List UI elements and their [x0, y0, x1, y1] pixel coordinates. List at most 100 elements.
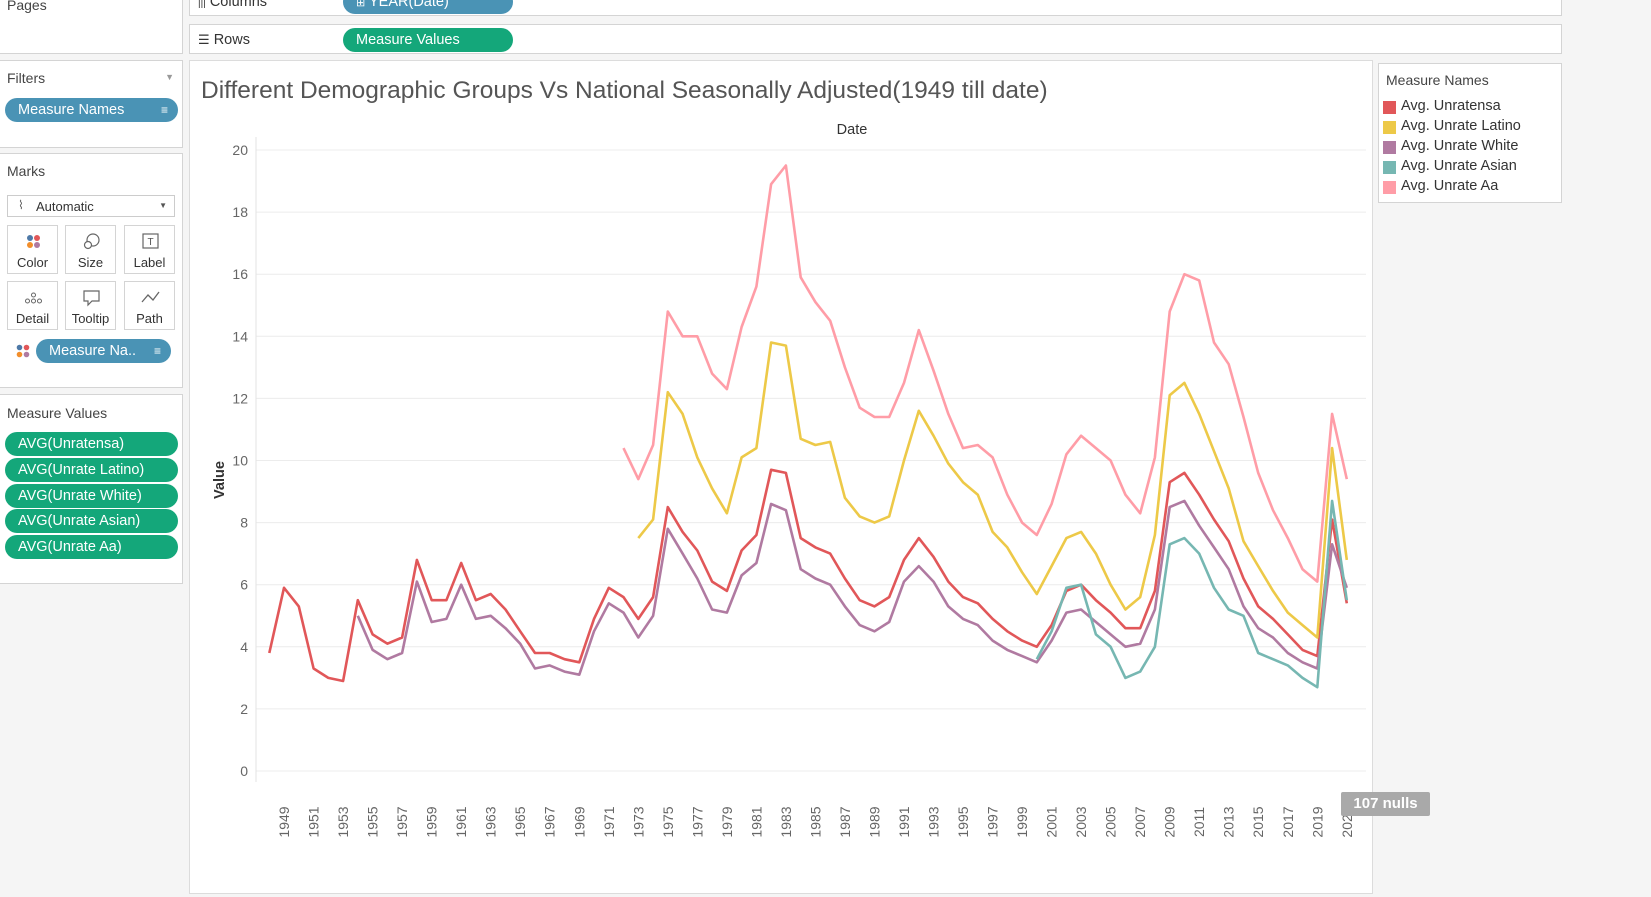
y-tick-label: 12: [232, 390, 248, 406]
legend-swatch: [1383, 181, 1396, 194]
x-tick-label: 2003: [1073, 806, 1089, 837]
measure-value-pill[interactable]: AVG(Unrate Aa): [5, 535, 178, 559]
x-tick-label: 2013: [1221, 806, 1237, 837]
color-dots-icon: [27, 235, 40, 248]
x-tick-label: 1999: [1014, 806, 1030, 837]
measure-values-title: Measure Values: [7, 405, 108, 421]
size-icon: [83, 233, 100, 250]
measure-value-pill[interactable]: AVG(Unrate Asian): [5, 509, 178, 533]
x-tick-label: 1983: [778, 806, 794, 837]
x-tick-label: 1949: [276, 806, 292, 837]
legend-title: Measure Names: [1386, 72, 1489, 88]
series-line-avg-unrate-latino[interactable]: [637, 341, 1349, 639]
x-tick-label: 1959: [424, 806, 440, 837]
columns-shelf[interactable]: ||| Columns ⊞ YEAR(Date): [189, 0, 1562, 16]
line-mark-icon: ⌇: [18, 198, 24, 212]
marks-title: Marks: [7, 163, 46, 179]
x-tick-label: 1985: [807, 806, 823, 837]
x-tick-label: 1963: [483, 806, 499, 837]
legend-card[interactable]: Measure Names Avg. Unratensa Avg. Unrate…: [1378, 63, 1562, 203]
x-tick-label: 1955: [365, 806, 381, 837]
x-tick-label: 1967: [542, 806, 558, 837]
pages-card[interactable]: Pages: [0, 0, 183, 54]
x-tick-label: 2011: [1191, 807, 1207, 837]
chart-view[interactable]: Different Demographic Groups Vs National…: [189, 60, 1373, 894]
filters-menu-chevron-icon[interactable]: ▼: [165, 72, 174, 82]
mark-type-dropdown[interactable]: ⌇ Automatic ▼: [7, 195, 175, 217]
marks-path-button[interactable]: Path: [124, 281, 175, 330]
marks-color-pill-measure-names[interactable]: Measure Na.. ≡: [36, 339, 171, 363]
legend-swatch: [1383, 141, 1396, 154]
x-tick-label: 1995: [955, 806, 971, 837]
rows-icon: ☰: [198, 32, 210, 47]
path-icon: [141, 291, 160, 303]
svg-text:T: T: [147, 237, 153, 248]
x-tick-label: 1977: [689, 806, 705, 837]
nulls-indicator-badge[interactable]: 107 nulls: [1341, 792, 1430, 816]
x-tick-label: 1993: [926, 806, 942, 837]
filters-card[interactable]: Filters ▼ Measure Names ≡: [0, 60, 183, 148]
y-tick-label: 4: [240, 639, 248, 655]
label-icon: T: [142, 233, 159, 249]
columns-shelf-label: ||| Columns: [198, 0, 268, 10]
y-axis-title: Value: [212, 461, 228, 499]
x-tick-label: 1951: [306, 806, 322, 837]
y-tick-label: 20: [232, 142, 248, 158]
pages-title: Pages: [7, 0, 47, 13]
x-tick-label: 1997: [985, 806, 1001, 837]
y-tick-label: 6: [240, 577, 248, 593]
y-tick-label: 8: [240, 515, 248, 531]
marks-size-button[interactable]: Size: [65, 225, 116, 274]
x-tick-label: 1975: [660, 806, 676, 837]
sort-icon: ≡: [160, 103, 168, 117]
measure-value-pill[interactable]: AVG(Unrate Latino): [5, 458, 178, 482]
y-tick-label: 10: [232, 453, 248, 469]
rows-shelf-label: ☰ Rows: [198, 32, 250, 48]
measure-value-pill[interactable]: AVG(Unrate White): [5, 484, 178, 508]
legend-swatch: [1383, 121, 1396, 134]
columns-icon: |||: [198, 0, 206, 9]
marks-detail-button[interactable]: Detail: [7, 281, 58, 330]
chevron-down-icon: ▼: [159, 201, 167, 210]
series-line-avg-unrate-aa[interactable]: [622, 164, 1349, 583]
measure-values-card[interactable]: Measure Values AVG(Unratensa) AVG(Unrate…: [0, 394, 183, 584]
x-tick-label: 1969: [571, 806, 587, 837]
y-tick-label: 2: [240, 701, 248, 717]
x-tick-label: 1953: [335, 806, 351, 837]
x-tick-label: 1989: [866, 806, 882, 837]
columns-pill-year-date[interactable]: ⊞ YEAR(Date): [343, 0, 513, 14]
x-tick-label: 1973: [630, 806, 646, 837]
legend-swatch: [1383, 101, 1396, 114]
x-tick-label: 2005: [1103, 806, 1119, 837]
series-line-avg-unrate-asian[interactable]: [1035, 499, 1349, 689]
chart-title: Different Demographic Groups Vs National…: [201, 77, 1048, 104]
x-tick-label: 1991: [896, 806, 912, 837]
rows-pill-measure-values[interactable]: Measure Values: [343, 28, 513, 52]
marks-tooltip-button[interactable]: Tooltip: [65, 281, 116, 330]
series-line-avg-unratensa[interactable]: [268, 468, 1349, 683]
detail-icon: [25, 292, 42, 304]
x-tick-label: 1987: [837, 806, 853, 837]
y-tick-label: 0: [240, 763, 248, 779]
marks-label-button[interactable]: T Label: [124, 225, 175, 274]
x-tick-label: 2001: [1044, 806, 1060, 837]
x-axis-title: Date: [837, 122, 868, 138]
x-tick-label: 1965: [512, 806, 528, 837]
x-tick-label: 1981: [748, 806, 764, 837]
y-tick-label: 16: [232, 266, 248, 282]
marks-card[interactable]: Marks ⌇ Automatic ▼ Color Size T Label: [0, 153, 183, 388]
filter-pill-measure-names[interactable]: Measure Names ≡: [5, 98, 178, 122]
x-tick-label: 1979: [719, 806, 735, 837]
x-tick-label: 1961: [453, 806, 469, 837]
marks-color-button[interactable]: Color: [7, 225, 58, 274]
rows-shelf[interactable]: ☰ Rows Measure Values: [189, 24, 1562, 54]
expand-icon: ⊞: [356, 0, 366, 9]
filters-title: Filters: [7, 70, 46, 86]
series-line-avg-unrate-white[interactable]: [356, 499, 1349, 676]
x-tick-label: 1957: [394, 806, 410, 837]
measure-value-pill[interactable]: AVG(Unratensa): [5, 432, 178, 456]
x-tick-label: 1971: [601, 806, 617, 837]
y-tick-label: 14: [232, 328, 248, 344]
x-tick-label: 2009: [1162, 806, 1178, 837]
line-chart[interactable]: Different Demographic Groups Vs National…: [190, 61, 1374, 895]
